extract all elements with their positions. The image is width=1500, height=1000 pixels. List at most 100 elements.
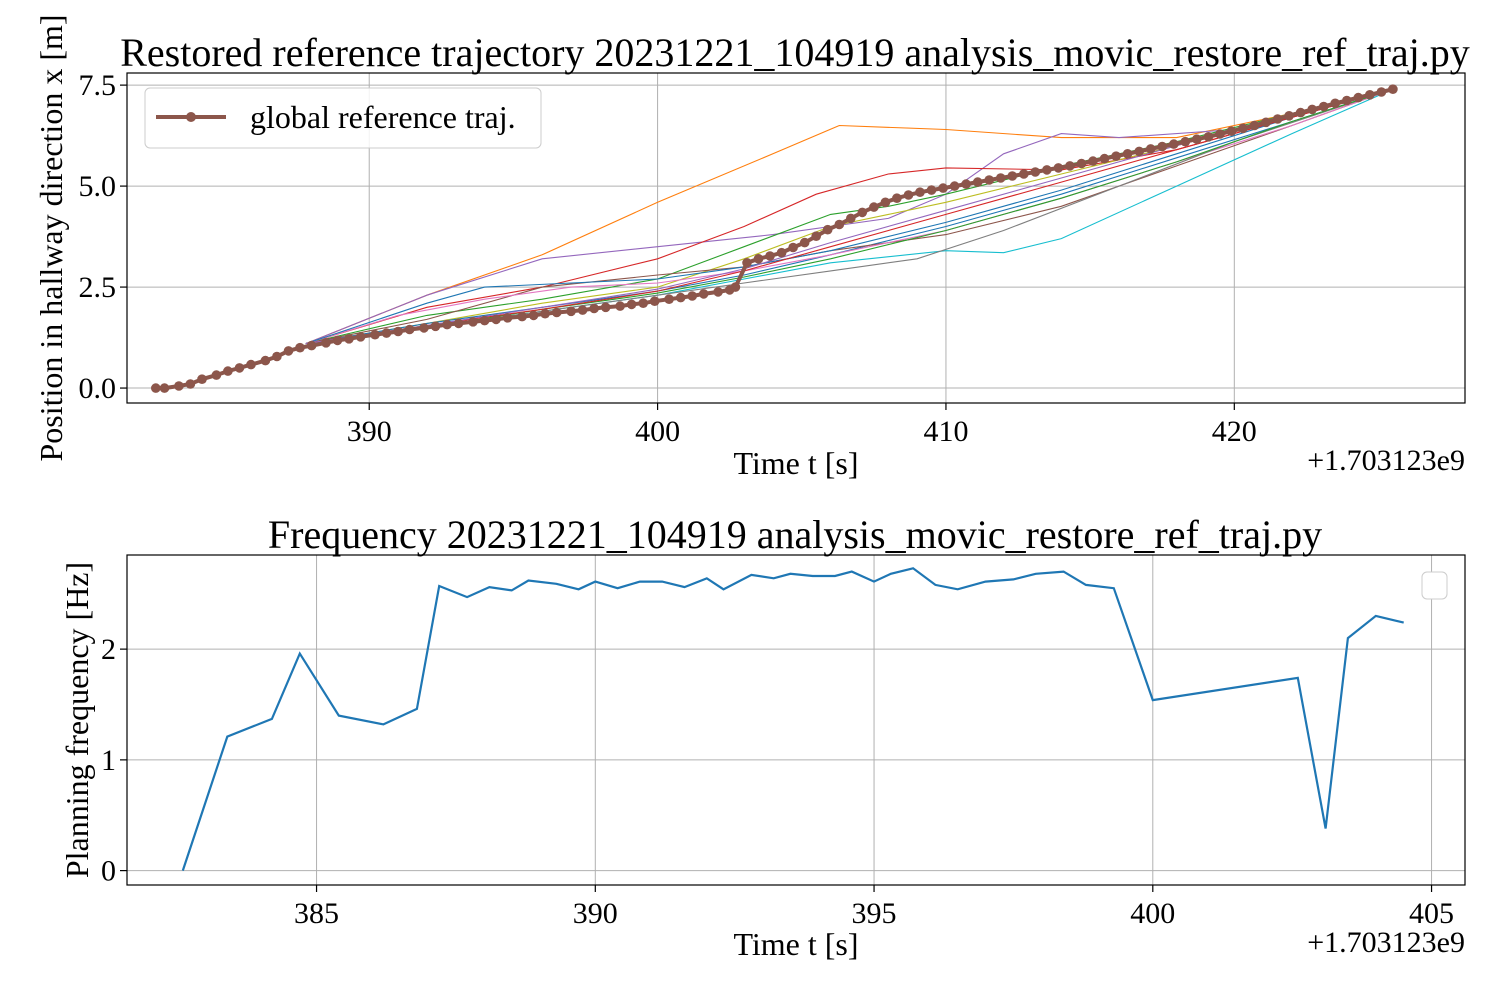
reference-trajectory-point [1365,90,1375,100]
reference-trajectory-point [430,321,441,332]
reference-trajectory-point [260,355,271,366]
reference-trajectory-point [880,197,891,208]
reference-trajectory-point [730,282,741,292]
bottom-x-tick-label: 390 [573,897,618,930]
reference-trajectory-point [675,292,686,303]
bottom-x-tick-label: 405 [1409,897,1454,930]
top-legend-box [144,87,542,149]
reference-trajectory-point [846,213,856,224]
reference-trajectory-point [949,181,960,191]
reference-trajectory-point [159,383,170,393]
reference-trajectory-point [742,258,752,268]
reference-trajectory-point [1111,151,1121,161]
reference-trajectory-point [926,185,937,195]
reference-trajectory-point [344,334,354,344]
top-legend-dot-marker [186,112,196,122]
reference-trajectory-point [174,381,184,391]
top-legend-label: global reference traj. [250,99,516,135]
reference-trajectory-point [1192,134,1202,144]
reference-trajectory-point [915,187,925,197]
bottom-chart: Frequency 20231221_104919 analysis_movic… [59,512,1466,962]
reference-trajectory-point [453,318,464,329]
reference-trajectory-point [857,207,868,218]
reference-trajectory-point [1145,144,1156,154]
local-trajectory-line [305,88,1394,345]
top-x-tick-label: 400 [635,415,680,448]
top-plot-frame [126,72,1466,404]
bottom-legend-box [1421,571,1448,600]
bottom-grid [127,555,1465,885]
reference-trajectory-point [713,287,723,297]
reference-trajectory-point [1353,92,1364,103]
reference-trajectory-point [961,179,971,189]
bottom-x-offset-label: +1.703123e9 [1307,926,1465,959]
reference-trajectory-point [185,379,196,389]
top-x-tick-label: 410 [923,415,968,448]
reference-trajectory-point [1215,129,1225,139]
reference-trajectory-point [1053,163,1064,173]
reference-trajectory-point [1295,107,1306,118]
reference-trajectory-point [1376,87,1387,97]
reference-trajectory-point [1042,165,1052,175]
reference-trajectory-point [626,299,637,310]
reference-trajectory-point [589,303,599,314]
bottom-y-axis-label: Planning frequency [Hz] [59,562,95,878]
reference-trajectory-point [197,374,207,385]
reference-trajectory-point [272,351,282,362]
reference-trajectory-point [1030,167,1041,177]
reference-trajectory-point [1180,136,1191,147]
reference-trajectory-point [468,317,478,327]
top-y-axis-label: Position in hallway direction x [m] [33,14,69,461]
reference-trajectory-point [649,296,660,307]
reference-trajectory-point [638,298,648,309]
top-x-ticks: 390 400 410 420 [347,403,1257,448]
reference-trajectory-point [517,311,527,322]
reference-trajectory-point [698,289,709,299]
reference-trajectory-line [155,87,1394,391]
reference-trajectory-point [1099,153,1110,164]
reference-trajectory-point [1019,169,1029,179]
bottom-x-tick-label: 395 [852,897,897,930]
top-y-ticks: 0.0 2.5 5.0 7.5 [79,69,127,405]
local-trajectory-line [305,88,1394,345]
reference-trajectory-point [321,338,331,348]
top-y-tick-label: 0.0 [79,372,117,405]
planning-frequency-line [181,567,1404,871]
reference-trajectory-point [306,340,317,351]
top-y-tick-label: 5.0 [79,170,117,203]
reference-trajectory-point [1169,139,1179,149]
reference-trajectory-point [246,359,256,370]
reference-trajectory-point [577,305,588,315]
reference-trajectory-point [1388,84,1398,94]
reference-trajectory-point [381,328,392,338]
reference-trajectory-point [566,306,576,317]
local-trajectory-line [305,88,1394,345]
top-legend: global reference traj. [144,87,542,149]
reference-trajectory-point [1342,95,1352,106]
reference-trajectory-point [442,319,452,330]
bottom-y-tick-label: 0 [101,855,116,888]
top-grid [127,73,1465,403]
top-x-offset-label: +1.703123e9 [1307,444,1465,477]
bottom-x-tick-label: 400 [1130,897,1175,930]
reference-trajectory-point [1307,104,1317,115]
reference-trajectory-point [540,308,550,319]
reference-trajectory-point [799,237,810,248]
reference-trajectory-point [393,326,403,337]
reference-trajectory-point [811,231,821,241]
reference-trajectory-point [903,190,914,200]
bottom-x-ticks: 385 390 395 400 405 [294,885,1454,930]
reference-trajectory-point [984,175,994,185]
reference-trajectory-point [1203,132,1214,142]
reference-trajectory-point [419,323,429,333]
top-y-tick-label: 7.5 [79,69,117,102]
reference-trajectory-point [1065,161,1075,171]
reference-trajectory-point [332,335,343,346]
reference-trajectory-point [687,291,697,301]
reference-trajectory-point [223,366,233,376]
reference-trajectory-point [404,324,415,335]
top-chart: Restored reference trajectory 20231221_1… [33,14,1470,481]
reference-trajectory-point [211,370,222,380]
reference-trajectory-point [753,253,764,264]
